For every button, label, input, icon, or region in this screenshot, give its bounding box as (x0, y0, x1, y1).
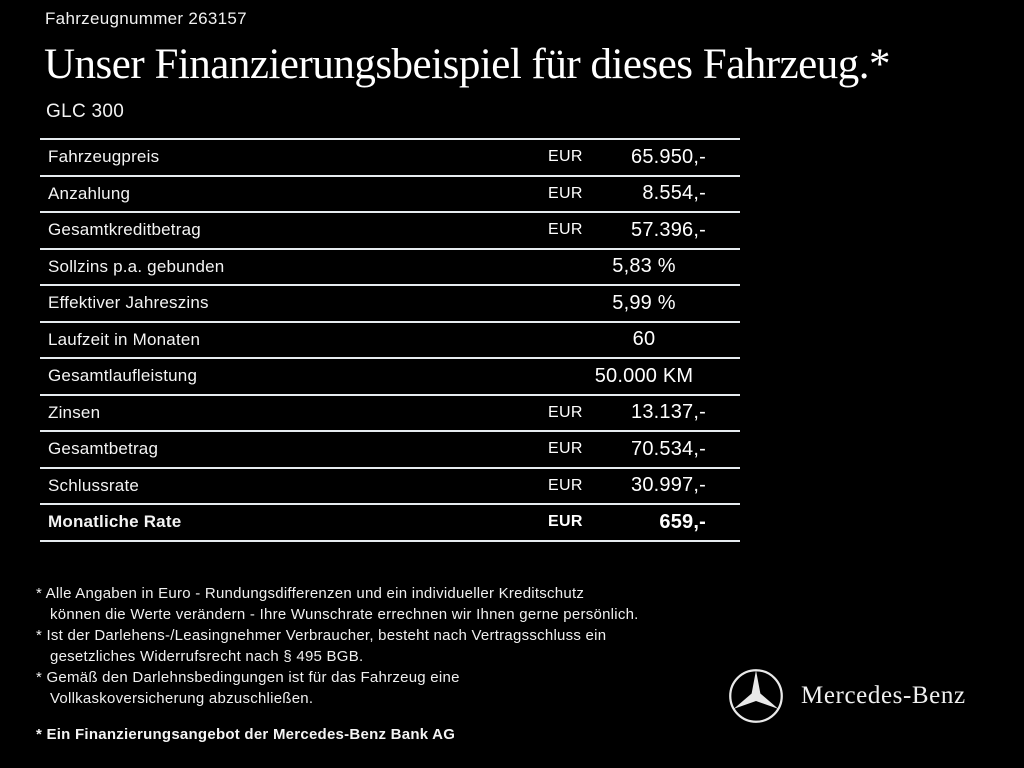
footnotes: * Alle Angaben in Euro - Rundungsdiffere… (36, 583, 639, 709)
row-label: Monatliche Rate (48, 512, 182, 532)
table-row-effektiver-jahreszins: Effektiver Jahreszins 5,99 % (40, 286, 740, 323)
row-label: Zinsen (48, 402, 101, 422)
table-row-gesamtbetrag: Gesamtbetrag EUR 70.534,- (40, 432, 740, 469)
footnote-line: * Alle Angaben in Euro - Rundungsdiffere… (36, 585, 585, 602)
footnote-vollkaskoversicherung: * Gemäß den Darlehnsbedingungen ist für … (36, 667, 639, 709)
mercedes-star-icon (729, 669, 783, 723)
row-value: 5,83 % (612, 255, 676, 278)
table-row-laufzeit: Laufzeit in Monaten 60 (40, 323, 740, 359)
row-label: Gesamtkreditbetrag (48, 220, 201, 240)
table-row-schlussrate: Schlussrate EUR 30.997,- (40, 469, 740, 505)
financing-table: Fahrzeugpreis EUR 65.950,- Anzahlung EUR… (40, 138, 740, 542)
table-row-anzahlung: Anzahlung EUR 8.554,- (40, 177, 740, 213)
brand-name: Mercedes-Benz (801, 682, 966, 709)
row-label: Effektiver Jahreszins (48, 293, 209, 313)
row-value: 57.396,- (631, 218, 706, 241)
row-currency: EUR (548, 476, 583, 494)
table-row-gesamtkreditbetrag: Gesamtkreditbetrag EUR 57.396,- (40, 213, 740, 250)
row-currency: EUR (548, 513, 583, 531)
row-currency: EUR (548, 184, 583, 202)
model-name: GLC 300 (46, 101, 125, 122)
footnote-line: gesetzliches Widerrufsrecht nach § 495 B… (50, 648, 364, 665)
vehicle-number: Fahrzeugnummer 263157 (45, 9, 247, 28)
row-label: Laufzeit in Monaten (48, 329, 201, 349)
row-label: Fahrzeugpreis (48, 147, 160, 167)
footnote-line: * Gemäß den Darlehnsbedingungen ist für … (36, 669, 460, 686)
row-currency: EUR (548, 148, 583, 166)
row-value: 659,- (659, 510, 706, 533)
row-currency: EUR (548, 403, 583, 421)
row-label: Gesamtbetrag (48, 439, 159, 459)
row-label: Schlussrate (48, 475, 140, 495)
row-value: 5,99 % (612, 291, 676, 314)
row-value: 8.554,- (642, 182, 706, 205)
footnote-widerrufsrecht: * Ist der Darlehens-/Leasingnehmer Verbr… (36, 625, 639, 667)
row-value: 60 (632, 328, 656, 351)
footnote-rundungsdifferenzen: * Alle Angaben in Euro - Rundungsdiffere… (36, 583, 639, 625)
row-label: Gesamtlaufleistung (48, 366, 198, 386)
brand-block: Mercedes-Benz (728, 668, 966, 724)
bank-financing-note: * Ein Finanzierungsangebot der Mercedes-… (36, 726, 456, 743)
row-currency: EUR (548, 221, 583, 239)
table-row-zinsen: Zinsen EUR 13.137,- (40, 396, 740, 432)
row-value: 13.137,- (631, 401, 706, 424)
row-value: 65.950,- (631, 145, 706, 168)
footnote-line: können die Werte verändern - Ihre Wunsch… (50, 606, 639, 623)
row-label: Anzahlung (48, 183, 131, 203)
table-row-monatliche-rate: Monatliche Rate EUR 659,- (40, 505, 740, 542)
row-currency: EUR (548, 440, 583, 458)
page-title: Unser Finanzierungsbeispiel für dieses F… (44, 41, 891, 88)
row-value: 50.000 KM (594, 364, 694, 387)
row-value: 70.534,- (631, 437, 706, 460)
footnote-line: * Ist der Darlehens-/Leasingnehmer Verbr… (36, 627, 607, 644)
row-value: 30.997,- (631, 474, 706, 497)
table-row-fahrzeugpreis: Fahrzeugpreis EUR 65.950,- (40, 140, 740, 177)
table-row-sollzins: Sollzins p.a. gebunden 5,83 % (40, 250, 740, 286)
row-label: Sollzins p.a. gebunden (48, 256, 225, 276)
footnote-line: Vollkaskoversicherung abzuschließen. (50, 690, 314, 707)
table-row-gesamtlaufleistung: Gesamtlaufleistung 50.000 KM (40, 359, 740, 396)
